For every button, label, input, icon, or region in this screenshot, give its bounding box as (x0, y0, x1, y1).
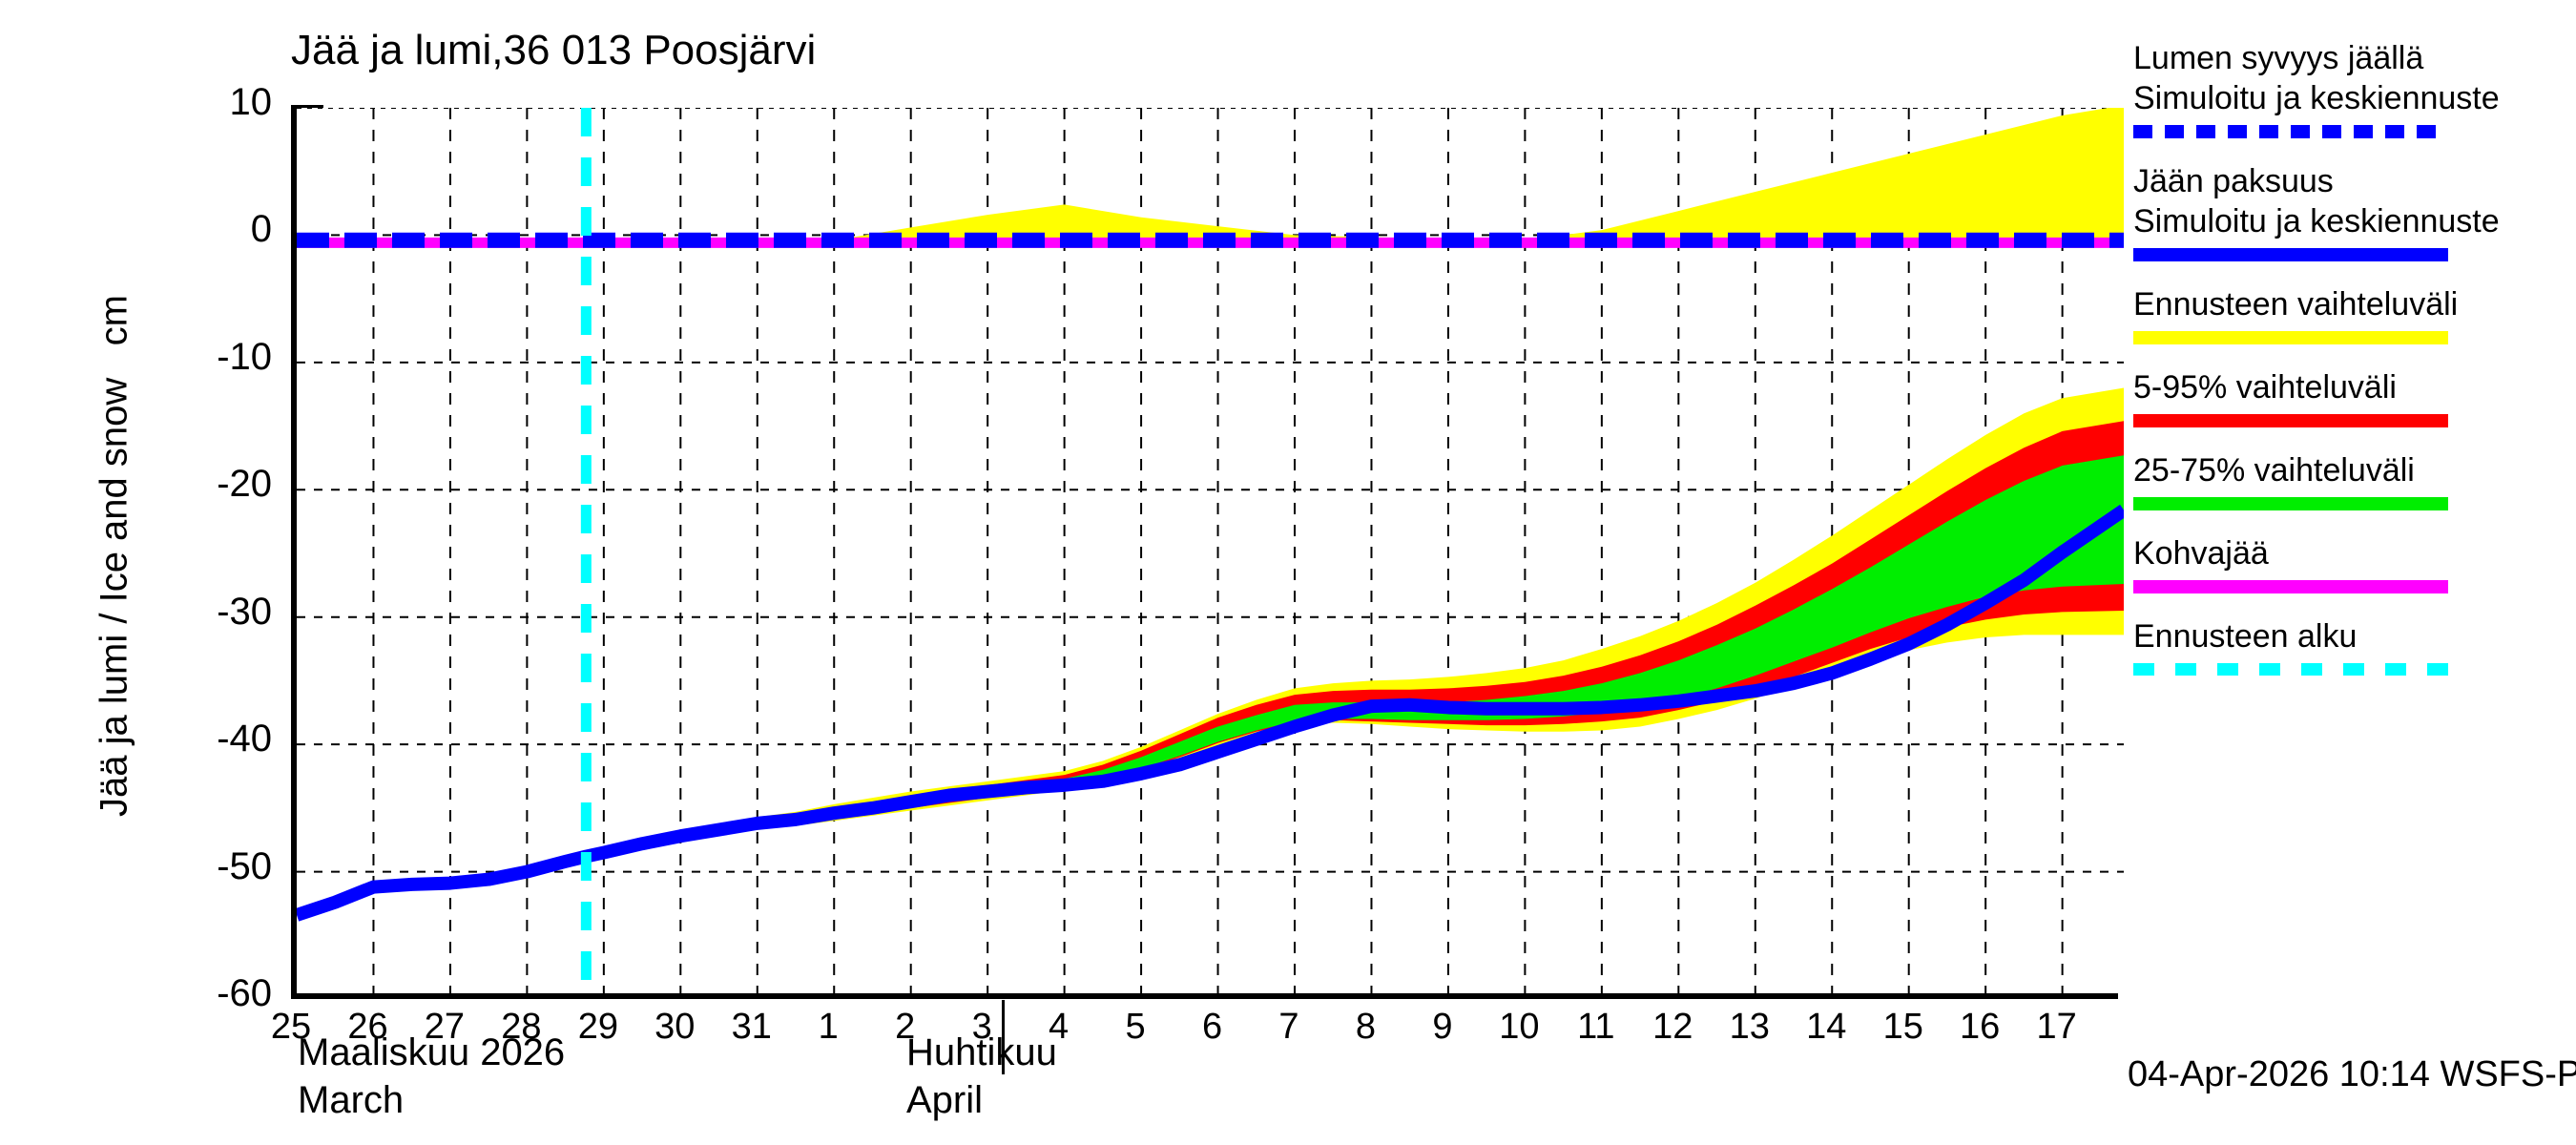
x-tick-label: 5 (1125, 1007, 1146, 1047)
legend-swatch (2133, 580, 2448, 593)
legend-item: Lumen syvyys jäällä Simuloitu ja keskienn… (2133, 38, 2576, 138)
legend-item-subtitle: Simuloitu ja keskiennuste (2133, 203, 2500, 239)
x-tick-label: 16 (1960, 1007, 2001, 1047)
month-label-en: March (298, 1079, 405, 1121)
x-tick-label: 4 (1049, 1007, 1070, 1047)
legend-item: 5-95% vaihteluväli (2133, 367, 2576, 427)
x-tick-label: 29 (577, 1007, 618, 1047)
x-tick-label: 28 (501, 1007, 542, 1047)
legend-swatch (2133, 248, 2448, 261)
page-title: Jää ja lumi,36 013 Poosjärvi (291, 27, 817, 73)
y-tick-label: -50 (217, 844, 272, 887)
y-tick-label: -60 (217, 972, 272, 1014)
legend-swatch (2133, 125, 2448, 138)
x-tick-label: 2 (895, 1007, 916, 1047)
x-tick-label: 6 (1201, 1007, 1223, 1047)
x-tick-label: 7 (1278, 1007, 1299, 1047)
band-ff0000 (586, 421, 2124, 857)
y-tick-label: -40 (217, 718, 272, 760)
month-label-en: April (906, 1079, 984, 1121)
x-tick-label: 14 (1806, 1007, 1847, 1047)
x-tick-label: 11 (1577, 1007, 1615, 1047)
month-block-april: Huhtikuu April (906, 1029, 1057, 1124)
chart-canvas (297, 108, 2124, 999)
x-tick-label: 17 (2036, 1007, 2077, 1047)
y-tick-label: -30 (217, 590, 272, 633)
legend-swatch (2133, 331, 2448, 344)
x-tick-label: 15 (1882, 1007, 1923, 1047)
uncertainty-bands (586, 108, 2124, 857)
legend-item-title: Kohvajää (2133, 535, 2269, 572)
legend: Lumen syvyys jäällä Simuloitu ja keskienn… (2133, 38, 2576, 698)
x-tick-label: 31 (731, 1007, 772, 1047)
legend-item-title: 25-75% vaihteluväli (2133, 452, 2415, 489)
legend-item: Jään paksuus Simuloitu ja keskiennuste (2133, 161, 2576, 261)
legend-item-title: Lumen syvyys jäällä (2133, 40, 2424, 76)
legend-swatch (2133, 663, 2448, 676)
x-tick-label: 30 (654, 1007, 696, 1047)
legend-item-title: Jään paksuus (2133, 163, 2334, 199)
band-ffff00 (586, 108, 2124, 240)
plot-area (291, 108, 2124, 999)
x-tick-label: 12 (1652, 1007, 1693, 1047)
x-tick-label: 26 (347, 1007, 388, 1047)
y-tick-label: 10 (229, 81, 273, 123)
x-tick-label: 9 (1432, 1007, 1453, 1047)
month-block-march: Maaliskuu 2026 March (298, 1029, 565, 1124)
y-tick-label: -20 (217, 463, 272, 506)
x-tick-label: 10 (1499, 1007, 1540, 1047)
x-tick-label: 3 (971, 1007, 992, 1047)
y-tick-label: -10 (217, 335, 272, 378)
legend-item: Ennusteen alku (2133, 616, 2576, 676)
month-label-fi: Huhtikuu (906, 1031, 1057, 1073)
month-label-fi: Maaliskuu 2026 (298, 1031, 566, 1073)
legend-swatch (2133, 497, 2448, 510)
y-axis-label: Jää ja lumi / Ice and snow cm (93, 295, 135, 817)
x-tick-label: 25 (270, 1007, 312, 1047)
x-tick-label: 8 (1355, 1007, 1377, 1047)
legend-swatch (2133, 414, 2448, 427)
legend-item-title: Ennusteen alku (2133, 618, 2358, 655)
x-tick-label: 1 (818, 1007, 839, 1047)
month-divider (1002, 1000, 1005, 1074)
footer-timestamp: 04-Apr-2026 10:14 WSFS-P (2128, 1054, 2576, 1094)
legend-item-subtitle: Simuloitu ja keskiennuste (2133, 80, 2500, 116)
legend-item: Kohvajää (2133, 533, 2576, 593)
legend-item-title: Ennusteen vaihteluväli (2133, 286, 2459, 323)
y-tick-label: 0 (250, 208, 272, 251)
x-tick-label: 13 (1729, 1007, 1770, 1047)
legend-item-title: 5-95% vaihteluväli (2133, 369, 2397, 406)
legend-item: 25-75% vaihteluväli (2133, 450, 2576, 510)
legend-item: Ennusteen vaihteluväli (2133, 284, 2576, 344)
x-tick-label: 27 (424, 1007, 466, 1047)
